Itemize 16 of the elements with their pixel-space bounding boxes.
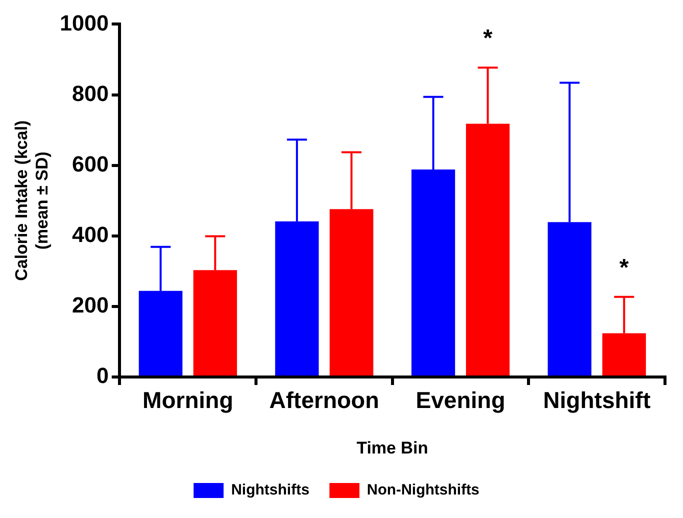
x-tick-label: Afternoon xyxy=(269,387,380,414)
y-tick-label: 200 xyxy=(72,292,109,318)
y-tick-label: 800 xyxy=(72,80,109,106)
x-tick-label: Nightshift xyxy=(543,387,651,414)
y-tick-label: 0 xyxy=(96,363,109,388)
x-tick-label: Evening xyxy=(416,387,506,414)
y-axis-title: Calorie Intake (kcal) (mean ± SD) xyxy=(12,120,52,281)
y-tick-label: 1000 xyxy=(60,10,109,36)
x-tick-label: Morning xyxy=(142,387,234,414)
legend-label: Nightshifts xyxy=(231,482,310,499)
y-tick-label: 400 xyxy=(72,222,109,247)
y-tick-label: 600 xyxy=(72,151,109,176)
x-axis-title: Time Bin xyxy=(356,438,428,458)
legend-label: Non-Nightshifts xyxy=(366,482,480,499)
annotation: * xyxy=(483,25,494,52)
annotation: * xyxy=(619,254,630,282)
